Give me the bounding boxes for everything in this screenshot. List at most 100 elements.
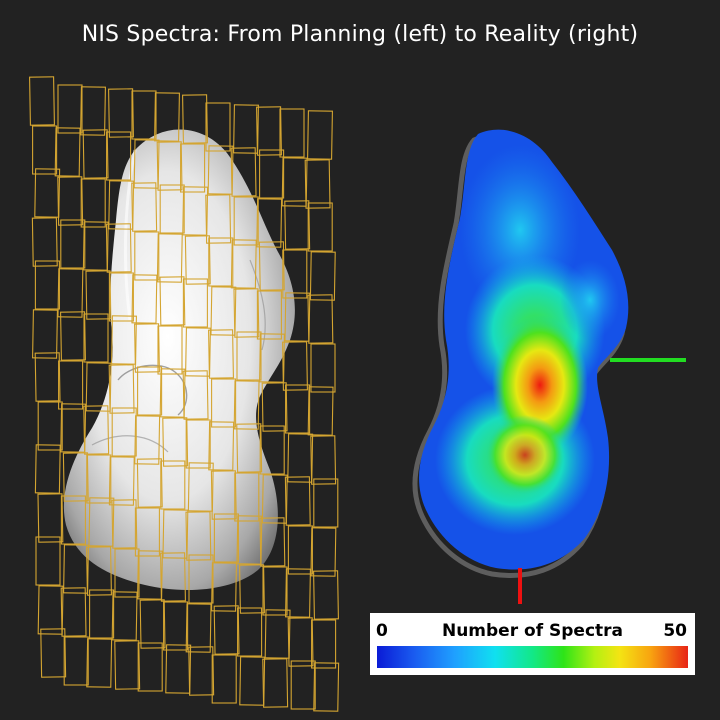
footprint-cell [185, 327, 211, 377]
footprint-cell [307, 386, 334, 436]
footprint-cell [233, 104, 259, 154]
footprint-cell [57, 176, 84, 226]
footprint-cell [82, 221, 109, 271]
footprint-cell [160, 460, 186, 510]
footprint-cell [310, 343, 336, 393]
footprint-cell [133, 139, 160, 189]
footprint-cell [309, 251, 336, 301]
legend-label: Number of Spectra [441, 621, 624, 641]
footprint-cell [57, 268, 84, 318]
footprint-cell [284, 200, 311, 250]
footprint-cell [32, 309, 58, 359]
footprint-cell [32, 125, 58, 175]
footprint-cell [163, 601, 189, 651]
footprint-cell [40, 628, 67, 678]
footprint-cell [187, 462, 214, 512]
footprint-cell [154, 92, 180, 142]
footprint-cell [34, 444, 61, 494]
footprint-cell [83, 313, 109, 363]
footprint-cell [313, 570, 339, 620]
footprint-cell [213, 605, 240, 655]
legend-max: 50 [663, 621, 687, 641]
footprint-cell [159, 368, 186, 418]
footprint-cell [211, 654, 237, 704]
footprint-cell [108, 180, 135, 230]
footprint-cell [307, 110, 333, 160]
footprint-cell [60, 403, 87, 453]
footprint-cell [182, 186, 209, 236]
footprint-cell [85, 270, 112, 320]
footprint-cell [313, 478, 339, 528]
footprint-cell [262, 658, 289, 708]
footprint-cell [60, 311, 86, 361]
footprint-cell [188, 646, 215, 696]
footprint-cell [134, 507, 160, 557]
footprint-cell [86, 454, 112, 504]
footprint-cell [239, 564, 265, 614]
footprint-cell [310, 435, 337, 485]
planning-footprint-grid [29, 76, 340, 712]
footprint-cell [259, 425, 285, 475]
footprint-cell [236, 515, 263, 565]
figure-title: NIS Spectra: From Planning (left) to Rea… [81, 22, 639, 47]
footprint-cell [137, 642, 163, 692]
legend-color-bar [377, 646, 688, 668]
footprint-cell [89, 589, 115, 639]
footprint-cell [134, 231, 160, 281]
footprint-cell [313, 662, 340, 712]
footprint-cell [207, 145, 234, 195]
footprint-cell [258, 241, 285, 291]
footprint-cell [185, 603, 212, 653]
legend-min: 0 [376, 621, 388, 641]
footprint-cell [285, 384, 311, 434]
footprint-cell [159, 276, 186, 326]
footprint-cell [160, 552, 186, 602]
footprint-cell [108, 88, 134, 138]
footprint-cell [211, 378, 237, 428]
footprint-cell [256, 198, 283, 248]
footprint-cell [86, 546, 112, 596]
footprint-cell [290, 660, 316, 710]
footprint-cell [83, 405, 110, 455]
footprint-cell [205, 102, 231, 152]
footprint-cell [205, 194, 232, 244]
footprint-cell [131, 182, 158, 232]
footprint-cell [230, 239, 257, 289]
footprint-cell [208, 421, 235, 471]
footprint-cell [284, 292, 311, 342]
footprint-cell [34, 168, 61, 218]
footprint-cell [230, 147, 257, 197]
footprint-cell [162, 417, 189, 467]
footprint-cell [182, 278, 208, 328]
footprint-cell [237, 607, 263, 657]
footprint-cell [108, 272, 134, 322]
footprint-cell [281, 157, 308, 207]
footprint-cell [165, 644, 192, 694]
footprint-cell [139, 599, 166, 649]
footprint-cell [37, 493, 64, 543]
footprint-cell [111, 407, 137, 457]
footprint-cell [284, 476, 311, 526]
footprint-cell [54, 127, 81, 177]
footprint-cell [259, 333, 285, 383]
footprint-cell [60, 495, 86, 545]
footprint-cell [233, 380, 260, 430]
footprint-cell [111, 499, 138, 549]
footprint-cell [279, 108, 305, 158]
footprint-cell [85, 362, 112, 412]
footprint-cell [261, 382, 288, 432]
footprint-cell [111, 315, 137, 365]
footprint-cell [111, 591, 138, 641]
footprint-cell [184, 235, 211, 285]
footprint-cell [182, 94, 208, 144]
footprint-cell [137, 550, 163, 600]
footprint-cell [157, 325, 183, 375]
footprint-cell [259, 517, 286, 567]
footprint-cell [114, 548, 140, 598]
footprint-cell [88, 497, 115, 547]
footprint-cell [134, 415, 161, 465]
footprint-cell [58, 360, 84, 410]
footprint-cell [137, 366, 163, 416]
footprint-cell [285, 568, 311, 618]
